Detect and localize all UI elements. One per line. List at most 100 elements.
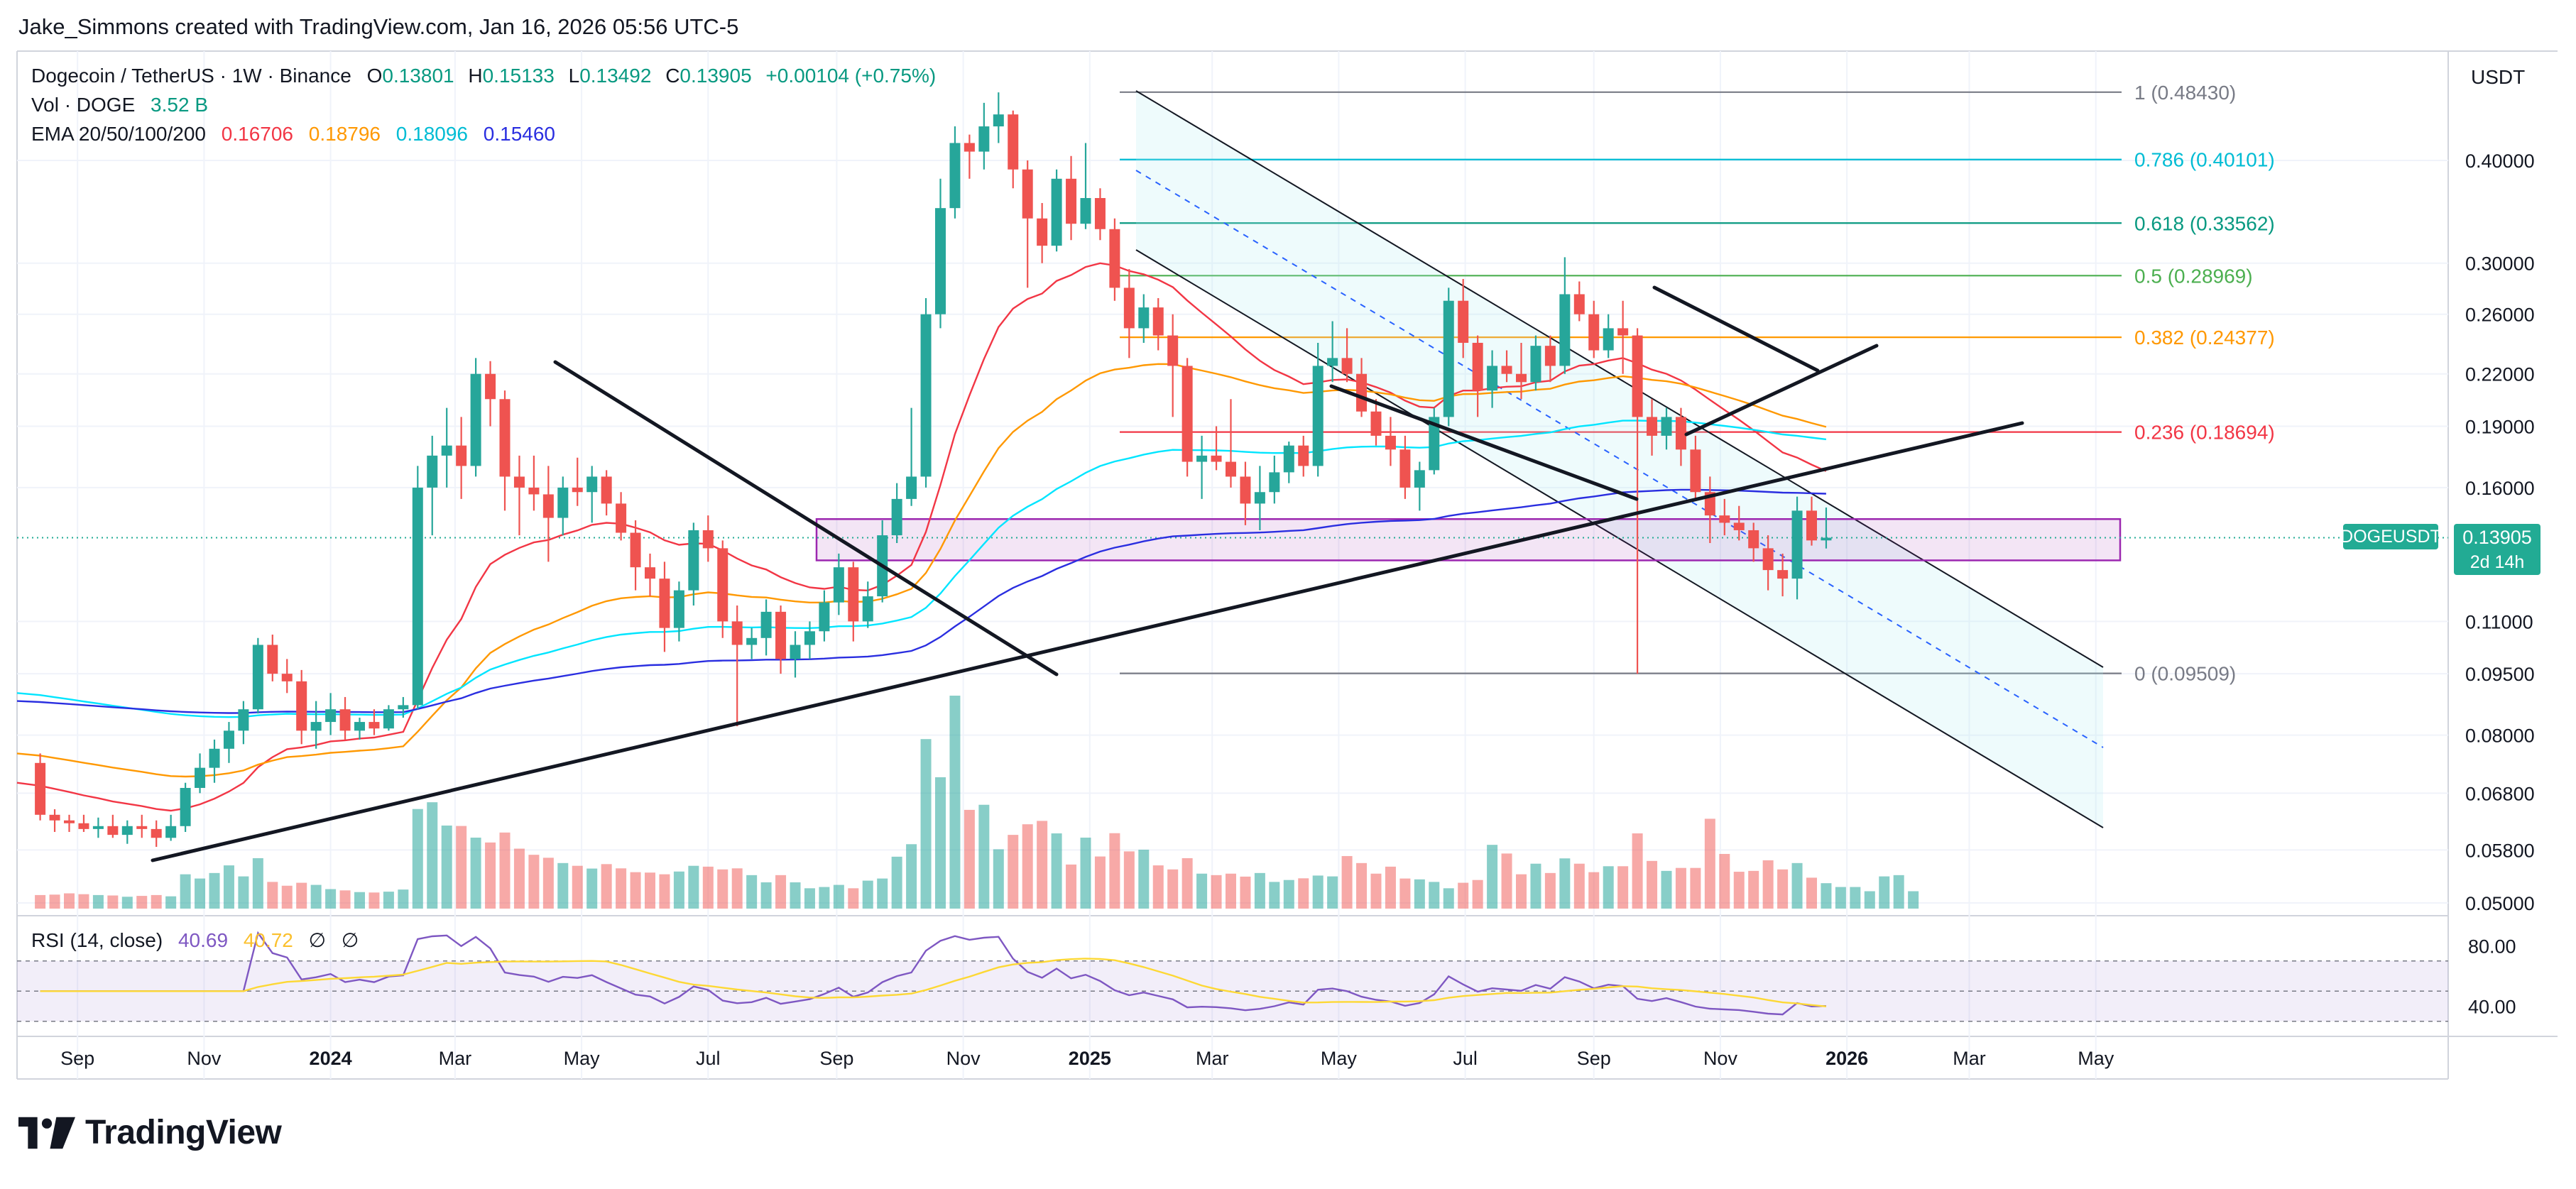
currency-label[interactable]: USDT [2471,66,2525,88]
candle-body [1544,346,1556,366]
volume-bar [645,872,655,909]
volume-bar [906,844,917,909]
candle-body [209,748,220,768]
rsi-label: RSI (14, close) [31,929,163,951]
time-axis-label: Sep [60,1048,94,1069]
fib-level-label: 0.236 (0.18694) [2134,422,2275,444]
volume-bar [601,864,612,909]
volume-bar [1850,887,1861,909]
candle-body [513,476,525,488]
time-axis-label: Nov [946,1048,981,1069]
volume-bar [1037,821,1048,909]
volume-bar [1777,869,1789,909]
candle-body [1501,366,1512,374]
volume-bar [1501,853,1512,909]
channel-upper-line [1135,90,2104,668]
price-axis-label: 0.19000 [2465,416,2535,437]
volume-bar [775,875,787,909]
volume-bar [702,866,714,909]
tradingview-brand: TradingView [85,1114,282,1151]
volume-bar [151,894,162,909]
time-axis-label: Jul [1453,1048,1478,1069]
volume-bar [354,892,365,909]
candle-body [121,826,133,835]
low-value: 0.13492 [579,65,651,87]
candle-body [456,445,467,466]
volume-bar [238,876,249,909]
candle-body [281,674,293,681]
candle-body [398,705,409,710]
svg-text:Vol · DOGE 3.52 B: Vol · DOGE 3.52 B [31,94,208,116]
candle-body [673,590,684,628]
candle-body [906,476,917,499]
rsi-settings-icon: ∅ [342,929,359,951]
time-axis-label: 2025 [1069,1048,1111,1069]
candle-body [1719,515,1730,523]
candle-body [862,596,873,622]
time-axis[interactable]: Sep Nov 2024 Mar May Jul Sep Nov 2025 Mar May Jul Se… [60,1048,2114,1069]
volume-bar [1385,866,1396,909]
volume-bar [920,739,932,909]
volume-bar [310,884,322,909]
time-axis-label: Nov [1703,1048,1738,1069]
price-tag-symbol: DOGEUSDT [2340,527,2441,547]
volume-bar [1283,880,1294,909]
volume-bar [470,838,481,909]
candle-body [383,709,394,729]
volume-bar [1748,870,1759,909]
volume-bar [1516,874,1527,909]
volume-bar [427,802,438,909]
candle-body [470,373,481,466]
trendlines[interactable] [151,285,2024,862]
candle-body [223,730,234,749]
trendline-sep-bottom [1684,344,1879,437]
legend: Dogecoin / TetherUS · 1W · Binance O0.13… [31,65,936,951]
volume-bar [1094,856,1106,909]
volume-bar [1109,833,1120,909]
candle-body [949,143,961,209]
volume-bar [296,882,307,909]
candle-body [1051,178,1062,246]
volume-bar [1341,855,1353,909]
candle-body [1458,300,1469,343]
price-axis-label: 0.22000 [2465,364,2535,385]
volume-bar [1908,891,1919,909]
support-zone-box [815,518,2122,561]
tradingview-logo[interactable]: TradingView [18,1113,282,1152]
candle-body [1647,417,1658,436]
volume-bar [456,826,467,909]
price-axis-label: 0.09500 [2465,664,2535,685]
volume-bar [949,696,961,909]
volume-bar [1821,883,1832,909]
time-axis-label: Mar [1953,1048,1986,1069]
volume-bar [223,865,234,909]
fib-level-label: 0.618 (0.33562) [2134,212,2275,234]
volume-bar [804,888,815,909]
candle-body [1399,449,1411,488]
candle-body [1733,522,1745,530]
candle-body [1806,510,1817,541]
candle-body [572,487,583,493]
candle-body [1762,548,1774,571]
volume-bar [1167,869,1179,909]
trendline-2025-lower-high [1329,384,1639,501]
volume-bar [1298,878,1309,909]
volume-bar [1051,833,1062,909]
volume-bar [848,888,859,909]
ema50-line [16,363,1827,778]
candle-body [1240,476,1251,504]
candle-body [1777,570,1789,579]
volume-bar [1312,875,1324,909]
volume-bar [862,880,873,909]
volume-bar [513,848,525,909]
volume-bar [731,868,743,909]
candle-body [1109,229,1120,288]
volume-bar [1370,873,1382,909]
price-axis[interactable]: 0.40000 0.30000 0.26000 0.22000 0.19000 0.160… [2465,150,2535,914]
candle-body [252,645,263,710]
volume-bar [1211,875,1222,909]
volume-bar [833,884,844,909]
candle-body [441,445,452,456]
candle-body [1530,346,1541,383]
